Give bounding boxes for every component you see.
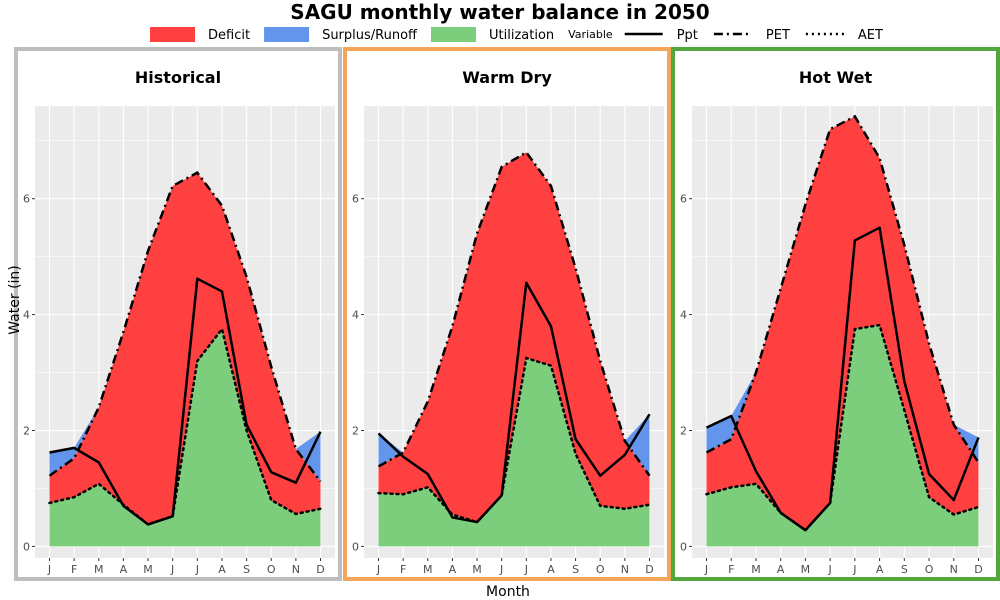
panel-title-2: Hot Wet [799,68,873,87]
x-tick-label: A [449,563,457,576]
x-tick-label: M [423,563,433,576]
aet-line-1 [377,356,651,524]
x-tick-label: D [645,563,653,576]
x-tick-label: D [974,563,982,576]
legend-label-2: Utilization [489,28,554,43]
x-tick-label: J [499,563,503,576]
surplus-area-2 [706,116,979,463]
x-tick-label: M [472,563,482,576]
x-tick-label: S [901,563,908,576]
panel-1: 0 2 4 6 J F M A M J J A S O N D Warm Dry [343,47,671,581]
x-tick-label: J [47,563,51,576]
x-tick-label: D [316,563,324,576]
aet-line-0 [48,326,322,526]
panel-border-2 [671,47,1000,581]
x-tick-label: M [143,563,153,576]
x-tick-label: M [751,563,761,576]
deficit-area-2 [706,116,979,531]
legend-key-1 [264,27,310,42]
x-tick-label: F [728,563,734,576]
x-tick-label: J [376,563,380,576]
panel-border-0 [14,47,342,581]
pet-line-2 [705,114,980,464]
panel-border-1 [343,47,671,581]
legend-line-label-1: PET [766,28,790,43]
x-tick-label: A [777,563,785,576]
x-tick-label: J [852,563,856,576]
x-tick-label: J [524,563,528,576]
legend-line-title: Variable [568,28,613,41]
x-tick-label: O [267,563,276,576]
legend-key-2 [431,27,476,42]
x-tick-label: N [621,563,629,576]
y-tick-label: 6 [680,193,687,206]
panel-title-1: Warm Dry [462,68,552,87]
y-tick-label: 2 [23,425,30,438]
legend-key-0 [150,27,195,42]
x-tick-label: N [950,563,958,576]
ppt-line-1 [377,281,651,524]
x-tick-label: J [170,563,174,576]
aet-line-2 [705,323,980,532]
x-tick-label: N [292,563,300,576]
legend-line-label-0: Ppt [677,28,698,43]
x-tick-label: A [547,563,555,576]
x-tick-label: M [801,563,811,576]
y-axis-label: Water (in) [7,265,23,335]
x-tick-label: F [400,563,406,576]
y-tick-label: 0 [23,540,30,553]
y-tick-label: 4 [23,309,30,322]
panel-title-0: Historical [135,68,221,87]
y-tick-label: 6 [352,193,359,206]
y-tick-label: 4 [680,309,687,322]
x-tick-label: O [596,563,605,576]
x-axis-label: Month [486,584,530,600]
x-tick-label: M [94,563,104,576]
legend-label-0: Deficit [208,28,250,43]
legend-line-label-2: AET [858,28,883,43]
y-tick-label: 6 [23,193,30,206]
x-tick-label: S [243,563,250,576]
legend-label-1: Surplus/Runoff [322,28,418,43]
utilization-area-0 [49,329,321,547]
x-tick-label: F [71,563,77,576]
x-tick-label: S [572,563,579,576]
y-tick-label: 0 [352,540,359,553]
x-tick-label: O [925,563,934,576]
x-tick-label: A [120,563,128,576]
y-tick-label: 2 [680,425,687,438]
y-tick-label: 2 [352,425,359,438]
x-tick-label: J [195,563,199,576]
pet-line-0 [48,171,322,483]
x-tick-label: J [828,563,832,576]
y-tick-label: 4 [352,309,359,322]
y-tick-label: 0 [680,540,687,553]
legend: Deficit Surplus/Runoff Utilization Variable… [150,27,883,43]
x-tick-label: A [218,563,226,576]
deficit-area-1 [378,152,650,523]
ppt-line-0 [49,277,322,526]
chart-title: SAGU monthly water balance in 2050 [290,0,710,24]
pet-line-1 [377,150,651,477]
panel-2: 0 2 4 6 J F M A M J J A S O N D Hot Wet [671,47,1000,581]
ppt-line-2 [705,226,980,532]
utilization-area-1 [378,358,650,547]
panel-0: 0 2 4 6 J F M A M J J A S O N D Historical [14,47,342,581]
x-tick-label: A [876,563,884,576]
utilization-area-2 [706,325,979,547]
x-tick-label: J [704,563,708,576]
